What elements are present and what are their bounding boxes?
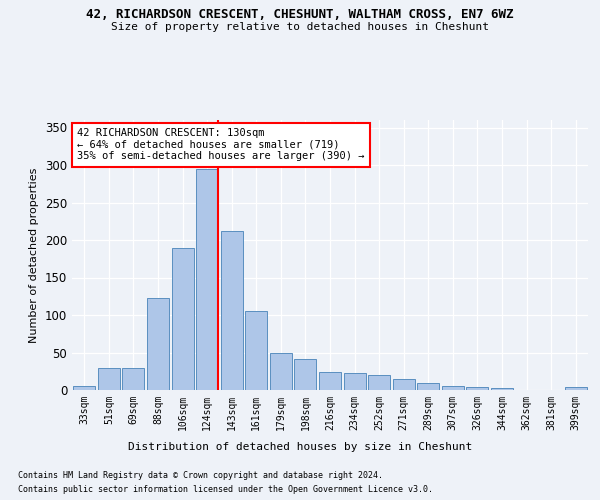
Y-axis label: Number of detached properties: Number of detached properties	[29, 168, 40, 342]
Bar	[172, 248, 194, 390]
Bar	[319, 372, 341, 390]
Text: Contains public sector information licensed under the Open Government Licence v3: Contains public sector information licen…	[18, 485, 433, 494]
Text: Contains HM Land Registry data © Crown copyright and database right 2024.: Contains HM Land Registry data © Crown c…	[18, 472, 383, 480]
Bar	[196, 169, 218, 390]
Text: 42 RICHARDSON CRESCENT: 130sqm
← 64% of detached houses are smaller (719)
35% of: 42 RICHARDSON CRESCENT: 130sqm ← 64% of …	[77, 128, 365, 162]
Text: 42, RICHARDSON CRESCENT, CHESHUNT, WALTHAM CROSS, EN7 6WZ: 42, RICHARDSON CRESCENT, CHESHUNT, WALTH…	[86, 8, 514, 20]
Bar	[368, 375, 390, 390]
Bar	[295, 359, 316, 390]
Bar	[392, 379, 415, 390]
Bar	[344, 373, 365, 390]
Bar	[245, 310, 268, 390]
Bar	[98, 368, 120, 390]
Bar	[122, 368, 145, 390]
Bar	[417, 382, 439, 390]
Bar	[73, 386, 95, 390]
Text: Size of property relative to detached houses in Cheshunt: Size of property relative to detached ho…	[111, 22, 489, 32]
Bar	[221, 231, 243, 390]
Bar	[565, 387, 587, 390]
Text: Distribution of detached houses by size in Cheshunt: Distribution of detached houses by size …	[128, 442, 472, 452]
Bar	[466, 387, 488, 390]
Bar	[491, 388, 513, 390]
Bar	[147, 298, 169, 390]
Bar	[442, 386, 464, 390]
Bar	[270, 352, 292, 390]
